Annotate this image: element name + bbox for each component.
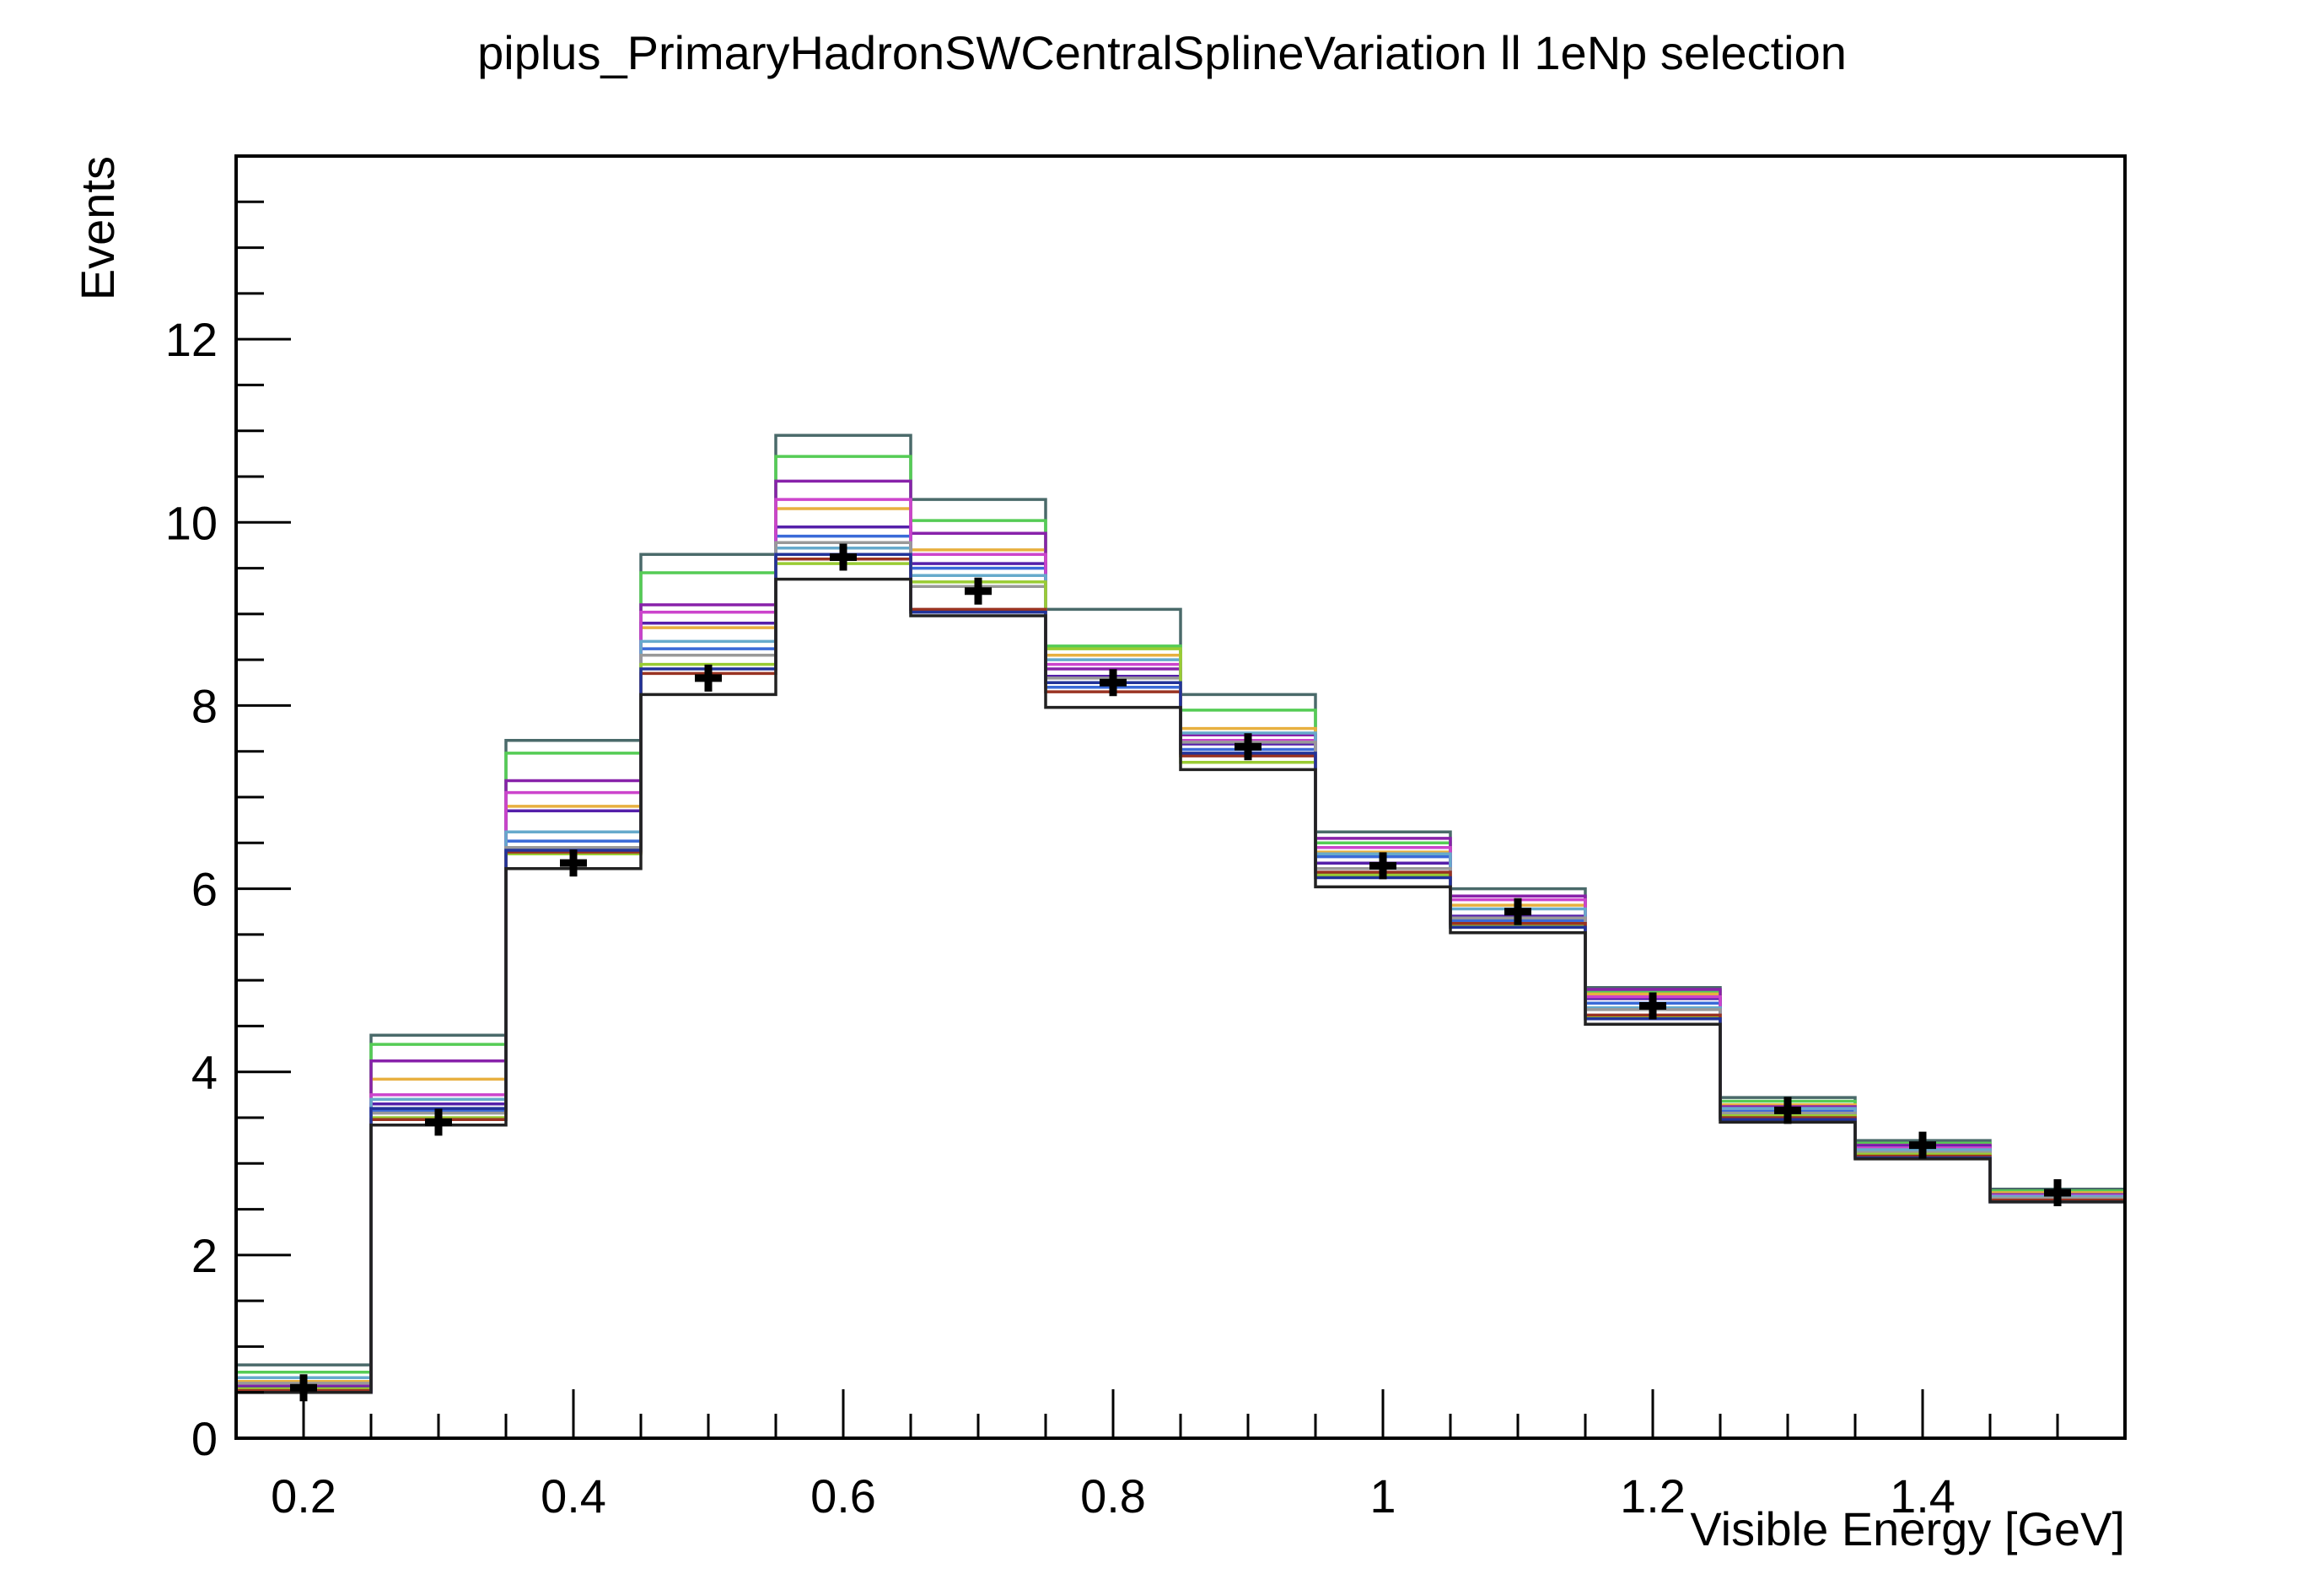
central-value-point <box>965 577 992 605</box>
x-tick-label: 0.6 <box>810 1469 876 1523</box>
central-value-markers <box>290 543 2071 1402</box>
central-value-point <box>1909 1131 1936 1159</box>
chart-title: piplus_PrimaryHadronSWCentralSplineVaria… <box>477 26 1847 79</box>
y-tick-label: 8 <box>191 679 218 732</box>
central-value-point <box>695 664 722 692</box>
y-tick-label: 10 <box>165 496 218 549</box>
central-value-point <box>830 543 857 571</box>
variation-series-2 <box>236 455 2125 1374</box>
central-value-point <box>2044 1179 2071 1207</box>
x-tick-label: 0.2 <box>271 1469 336 1523</box>
central-value-point <box>1774 1097 1801 1124</box>
x-axis-ticks: 0.2 0.4 0.6 0.8 1 1.2 1.4 <box>234 1389 2127 1523</box>
central-value-point <box>425 1108 452 1136</box>
x-tick-label: 0.8 <box>1080 1469 1146 1523</box>
x-tick-label: 1.2 <box>1620 1469 1686 1523</box>
y-axis-label: Events <box>71 156 124 300</box>
variation-series-1 <box>236 434 2125 1366</box>
central-value-point <box>560 849 587 877</box>
y-axis-ticks: 0 2 4 6 8 10 12 <box>165 200 291 1465</box>
central-value-point <box>1639 992 1666 1020</box>
x-tick-label: 1.4 <box>1890 1469 1955 1523</box>
central-value-point <box>1235 733 1262 761</box>
y-tick-label: 2 <box>191 1229 218 1282</box>
central-value-point <box>1369 852 1396 880</box>
x-tick-label: 0.4 <box>541 1469 606 1523</box>
y-tick-label: 6 <box>191 863 218 916</box>
x-axis-label: Visible Energy [GeV] <box>1690 1502 2125 1555</box>
plot-frame <box>234 154 2127 1440</box>
central-value-point <box>1504 898 1531 925</box>
x-tick-label: 1 <box>1369 1469 1396 1523</box>
central-value-point <box>1100 669 1127 697</box>
y-tick-label: 12 <box>165 313 218 366</box>
variation-histograms <box>236 434 2125 1394</box>
y-tick-label: 4 <box>191 1046 218 1099</box>
y-tick-label: 0 <box>191 1412 218 1465</box>
